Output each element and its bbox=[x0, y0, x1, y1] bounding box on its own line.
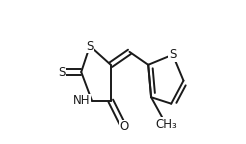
Text: S: S bbox=[58, 66, 65, 78]
Text: NH: NH bbox=[73, 94, 91, 107]
Text: S: S bbox=[86, 40, 93, 53]
Text: S: S bbox=[169, 48, 176, 61]
Text: O: O bbox=[119, 120, 128, 133]
Text: CH₃: CH₃ bbox=[155, 118, 177, 131]
